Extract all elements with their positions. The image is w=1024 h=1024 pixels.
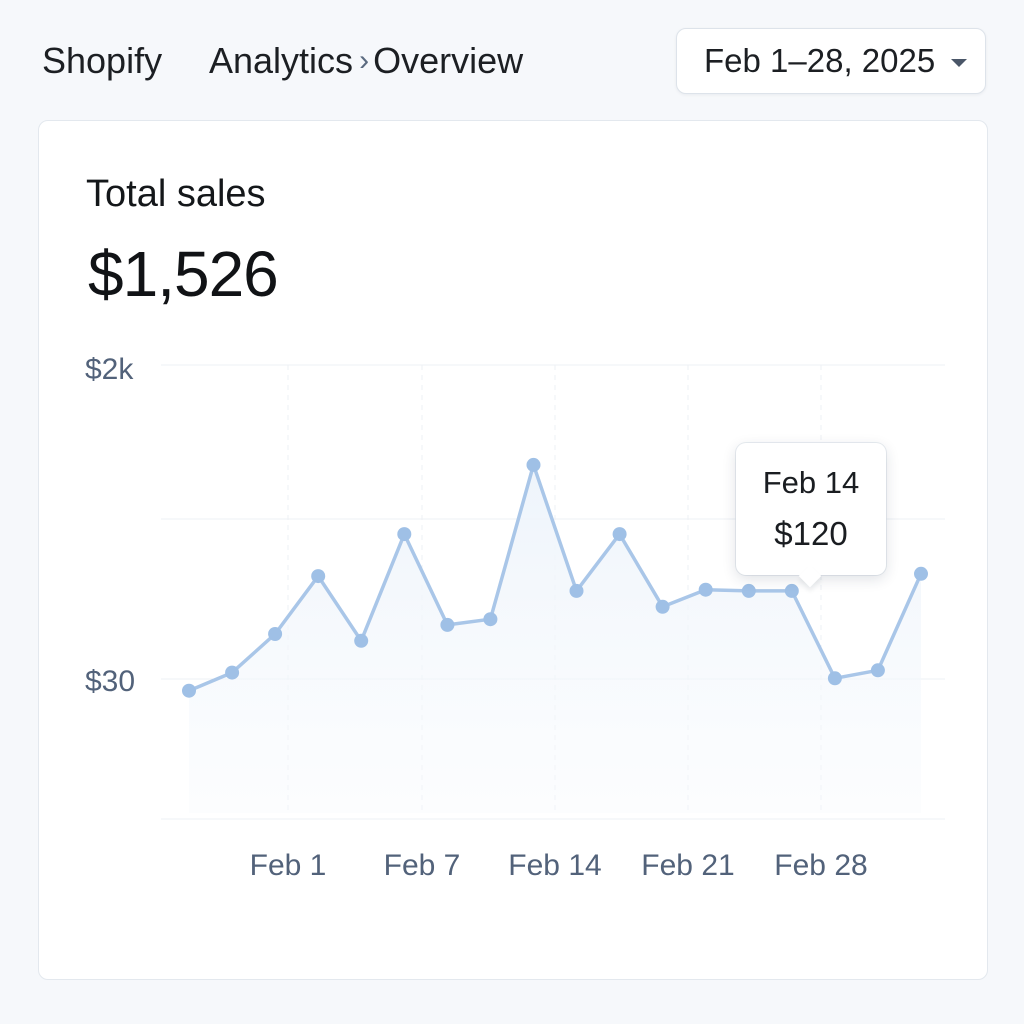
x-tick-label: Feb 14 — [508, 849, 601, 882]
data-point[interactable] — [483, 612, 498, 627]
data-point[interactable] — [870, 663, 885, 678]
data-point[interactable] — [440, 617, 455, 632]
data-point[interactable] — [311, 569, 326, 584]
x-tick-label: Feb 7 — [384, 849, 461, 882]
sales-chart: $2k $30 Feb 1 Feb 7 Feb 14 Feb 21 Feb 28 — [85, 353, 945, 882]
series-line — [187, 463, 923, 693]
x-tick-label: Feb 1 — [250, 849, 327, 882]
top-bar: Shopify Analytics › Overview Feb 1–28, 2… — [0, 0, 1024, 120]
metric-value: $1,526 — [88, 238, 279, 310]
data-point[interactable] — [569, 583, 584, 598]
data-point[interactable] — [698, 582, 713, 597]
x-tick-label: Feb 21 — [641, 849, 734, 882]
data-point[interactable] — [612, 527, 627, 542]
breadcrumb-overview: Overview — [373, 40, 524, 81]
y-tick-label: $2k — [85, 353, 134, 386]
total-sales-card: Total sales $1,526 $2k $30 Feb 1 Feb 7 Feb 1… — [38, 120, 988, 980]
brand-name[interactable]: Shopify — [42, 40, 163, 81]
data-point[interactable] — [397, 527, 412, 542]
series-area-fill — [189, 464, 921, 813]
data-point[interactable] — [182, 683, 196, 698]
data-point[interactable] — [741, 583, 756, 598]
tooltip-date: Feb 14 — [762, 465, 860, 500]
chevron-right-icon: › — [359, 44, 370, 77]
data-point[interactable] — [526, 457, 541, 472]
metric-title: Total sales — [86, 173, 266, 215]
data-point[interactable] — [354, 633, 369, 648]
date-range-label: Feb 1–28, 2025 — [704, 42, 936, 79]
data-point[interactable] — [784, 583, 799, 598]
data-point[interactable] — [655, 599, 670, 614]
data-point[interactable] — [914, 566, 928, 581]
chart-tooltip: Feb 14 $120 — [736, 443, 886, 575]
breadcrumb: Analytics › Overview — [209, 40, 523, 82]
data-point[interactable] — [225, 665, 240, 680]
caret-down-icon — [951, 59, 967, 67]
date-range-picker[interactable]: Feb 1–28, 2025 — [676, 28, 986, 94]
x-tick-label: Feb 28 — [774, 849, 867, 882]
data-point[interactable] — [827, 671, 842, 686]
y-tick-label: $30 — [85, 665, 135, 698]
tooltip-value: $120 — [774, 515, 848, 552]
breadcrumb-analytics[interactable]: Analytics — [209, 40, 354, 81]
data-point[interactable] — [268, 627, 283, 641]
